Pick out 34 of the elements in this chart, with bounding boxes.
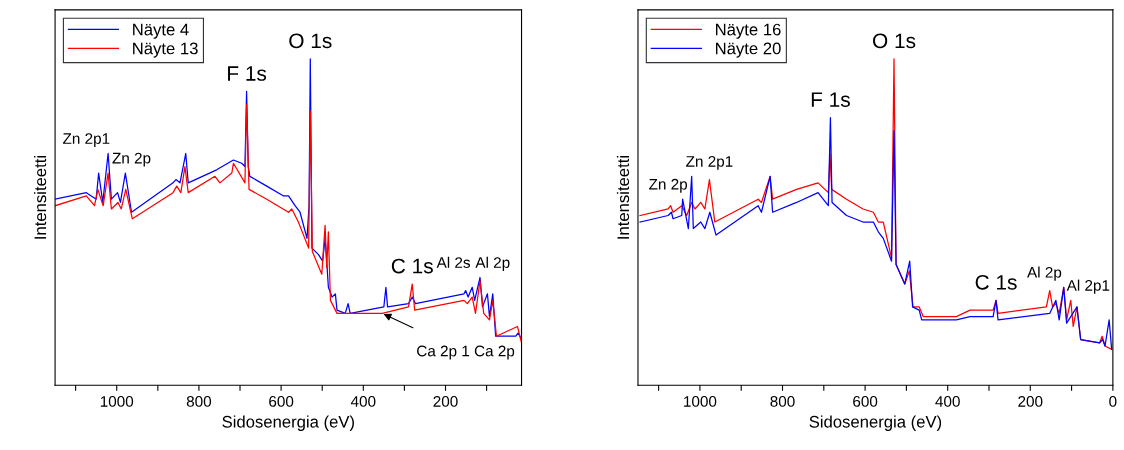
annotation: Al 2s bbox=[436, 256, 471, 268]
x-tick-label: 600 bbox=[269, 396, 294, 407]
annotation: O 1s bbox=[873, 33, 916, 49]
annotation: Ca 2p 1 Ca 2p bbox=[417, 345, 515, 360]
y-axis-title: Intensiteetti bbox=[33, 156, 47, 239]
annotation: Zn 2p1 bbox=[686, 155, 733, 170]
x-tick-label: 800 bbox=[770, 396, 795, 407]
annotation: C 1s bbox=[391, 258, 433, 274]
annotation: F 1s bbox=[228, 66, 267, 81]
annotation: F 1s bbox=[811, 92, 850, 107]
x-tick-label: 200 bbox=[1018, 396, 1043, 407]
annotation: Al 2p1 bbox=[1066, 279, 1110, 294]
x-axis-title: Sidosenergia (eV) bbox=[222, 415, 354, 431]
y-axis-title: Intensiteetti bbox=[616, 156, 630, 239]
x-tick-label: 200 bbox=[433, 396, 458, 407]
x-axis-title: Sidosenergia (eV) bbox=[809, 415, 942, 431]
legend-label: Näyte 13 bbox=[133, 42, 198, 58]
x-tick-label: 600 bbox=[853, 396, 878, 407]
annotation: C 1s bbox=[975, 274, 1017, 290]
annotation: Zn 2p1 bbox=[63, 133, 110, 147]
annotation: O 1s bbox=[289, 33, 332, 49]
annotation: Al 2p bbox=[1027, 266, 1062, 281]
legend-label: Näyte 4 bbox=[133, 23, 189, 39]
annotation: Al 2p bbox=[475, 256, 510, 271]
annotation: Zn 2p bbox=[649, 178, 688, 193]
legend-label: Näyte 16 bbox=[716, 23, 781, 39]
x-tick-label: 400 bbox=[935, 396, 960, 407]
legend-label: Näyte 20 bbox=[716, 42, 781, 58]
x-tick-label: 800 bbox=[186, 396, 212, 407]
annotation: Zn 2p bbox=[112, 152, 151, 167]
x-tick-label: 400 bbox=[350, 396, 376, 407]
x-tick-label: 1000 bbox=[684, 396, 717, 407]
x-tick-label: 1000 bbox=[100, 396, 134, 407]
x-tick-label: 0 bbox=[1109, 396, 1117, 407]
